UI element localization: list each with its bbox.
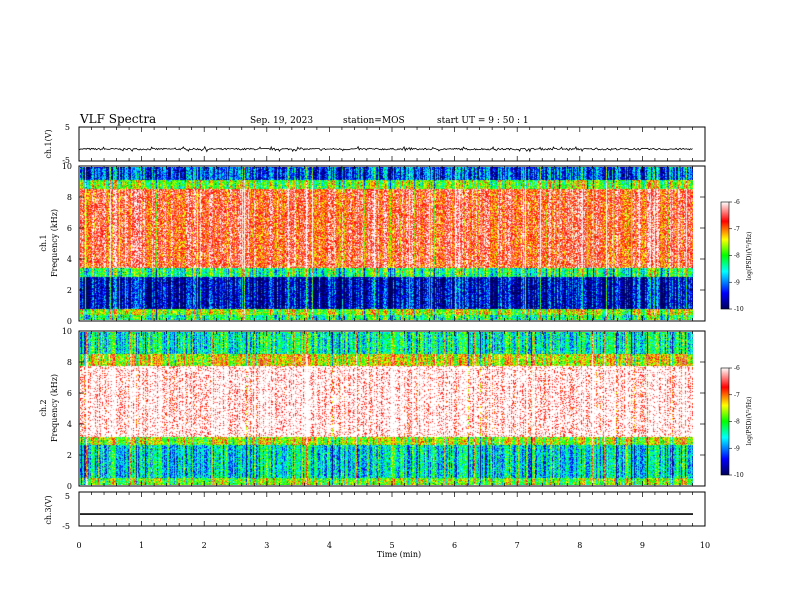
ch1-frequency-axis-label: Frequency (kHz) [50,209,59,277]
ch1-freq-tick-label: 10 [62,162,72,171]
time-tick-label: 3 [264,541,269,550]
ch2-channel-label: ch.2 [39,399,48,416]
figure-title: VLF Spectra [79,112,156,126]
ch3-waveform-ylabel: ch.3(V) [44,495,53,524]
ch1-colorbar-tick-label: -6 [734,199,740,206]
ch1-spectrogram-panel: 0 2 4 6 8 10 ch.1 Frequency (kHz) [39,162,706,326]
ch2-colorbar-label: log(PSD)(V²/Hz) [746,397,753,446]
ch2-colorbar-tick-label: -8 [734,419,740,426]
time-axis-label: Time (min) [377,550,421,559]
ch1-spectrogram-image [80,167,693,320]
ch2-colorbar-scale [720,367,730,476]
ch3-waveform-panel: 5 -5 ch.3(V) 0 1 2 3 4 5 6 7 8 9 10 Time (min) [44,491,710,559]
ch2-frequency-ticks: 0 2 4 6 8 10 [62,327,705,491]
ch1-waveform-panel: 5 -5 ch.1(V) [44,123,706,165]
ch1-colorbar: -6 -7 -8 -9 -10 log(PSD)(V²/Hz) [720,199,753,313]
ch1-ytick-bottom: -5 [62,156,70,165]
ch1-waveform-frame [78,126,706,162]
observation-date: Sep. 19, 2023 [250,116,313,126]
ch1-freq-tick-label: 4 [67,255,72,264]
ch3-waveform-ticks [78,492,706,526]
ch2-colorbar-tick-label: -9 [734,445,740,452]
ch2-spectrogram-panel: 0 2 4 6 8 10 ch.2 Frequency (kHz) [39,327,706,491]
ch2-colorbar-tick-label: -6 [734,365,740,372]
ch2-colorbar-tick-label: -10 [734,472,744,479]
ch1-freq-tick-label: 2 [67,286,72,295]
time-tick-label: 8 [577,541,582,550]
ch1-freq-tick-label: 0 [67,317,72,326]
ch2-freq-tick-label: 2 [67,451,72,460]
ch2-spectrogram-image [80,332,693,485]
ch2-frequency-axis-label: Frequency (kHz) [50,374,59,442]
ch1-colorbar-tick-label: -8 [734,253,740,260]
ch2-freq-tick-label: 6 [67,389,72,398]
ch2-colorbar-ticks: -6 -7 -8 -9 -10 [729,365,744,479]
ch1-spectrogram-image-holder [80,167,693,320]
ch1-spectrogram-ticks [78,166,706,321]
ch3-ytick-bottom: -5 [62,522,70,531]
ch1-freq-tick-label: 6 [67,224,72,233]
time-tick-label: 5 [389,541,394,550]
time-tick-label: 7 [515,541,520,550]
ch1-colorbar-label: log(PSD)(V²/Hz) [746,232,753,281]
ch1-waveform-ticks [78,127,706,161]
ch1-colorbar-tick-label: -9 [734,279,740,286]
ch1-waveform-ylabel: ch.1(V) [44,129,53,158]
ch2-freq-tick-label: 0 [67,482,72,491]
ch2-colorbar: -6 -7 -8 -9 -10 log(PSD)(V²/Hz) [720,365,753,479]
ch1-waveform-line [78,145,693,153]
ch2-colorbar-tick-label: -7 [734,392,740,399]
start-time-label: start UT = 9 : 50 : 1 [437,116,529,126]
time-tick-label: 9 [640,541,645,550]
ch1-channel-label: ch.1 [39,234,48,251]
ch3-ytick-top: 5 [65,492,70,501]
ch1-colorbar-ticks: -6 -7 -8 -9 -10 [729,199,744,313]
ch3-waveform-frame [78,491,706,527]
ch1-ytick-top: 5 [65,123,70,132]
time-tick-label: 6 [452,541,457,550]
ch1-colorbar-tick-label: -10 [734,306,744,313]
ch1-colorbar-tick-label: -7 [734,226,740,233]
ch2-spectrogram-ticks [78,331,706,486]
ch2-spectrogram-image-holder [80,332,693,485]
station-label: station=MOS [343,116,405,126]
ch1-freq-tick-label: 8 [67,193,72,202]
time-tick-label: 10 [700,541,710,550]
time-tick-label: 0 [76,541,81,550]
time-tick-label: 2 [202,541,207,550]
time-tick-label: 4 [327,541,332,550]
ch2-freq-tick-label: 4 [67,420,72,429]
ch2-freq-tick-label: 10 [62,327,72,336]
ch1-colorbar-scale [720,201,730,310]
ch1-frequency-ticks: 0 2 4 6 8 10 [62,162,705,326]
time-tick-label: 1 [139,541,144,550]
ch2-freq-tick-label: 8 [67,358,72,367]
time-axis-tick-labels: 0 1 2 3 4 5 6 7 8 9 10 [76,541,710,550]
